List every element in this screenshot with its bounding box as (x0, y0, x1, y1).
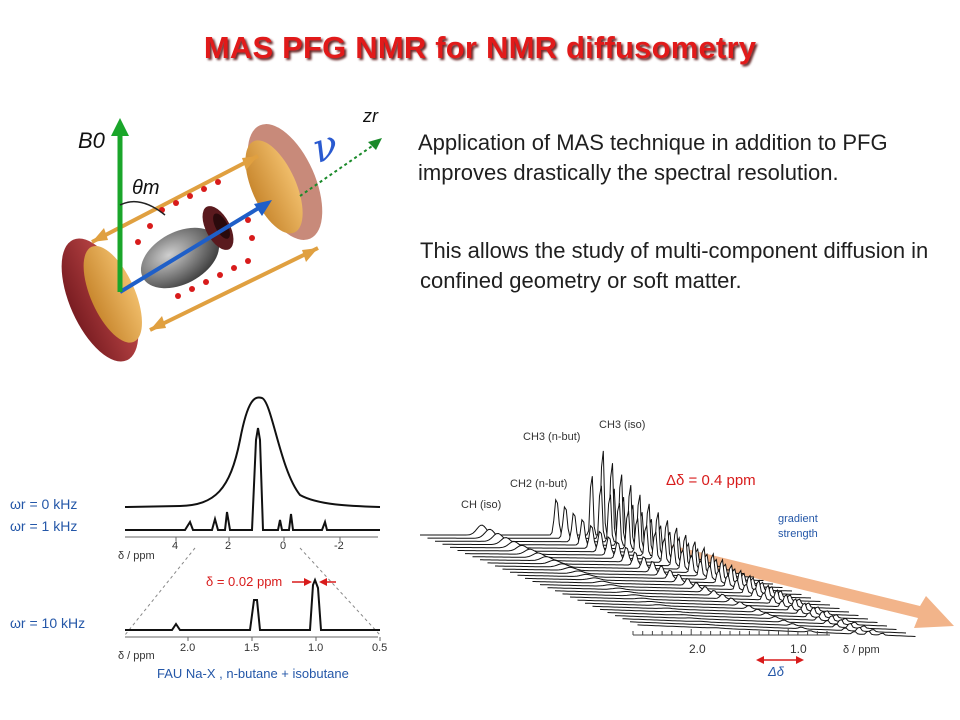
stacked-spectrum-line (547, 579, 802, 595)
slide-title: MAS PFG NMR for NMR diffusometry (203, 30, 757, 65)
stacked-spectrum-line (450, 494, 678, 550)
stacked-spectrum-line (442, 485, 669, 546)
wr1-label: ωr = 1 kHz (10, 518, 78, 534)
stacked-spectrum-line (525, 563, 773, 585)
bottom-tick-1-0: 1.0 (308, 642, 324, 654)
bottom-tick-2-0: 2.0 (180, 642, 196, 654)
bottom-tick-0-5: 0.5 (372, 642, 388, 654)
stacked-spectrum-line (569, 593, 831, 606)
stacked-spectrum-line (427, 463, 650, 539)
rotor-cap (202, 206, 234, 250)
gradient-strength-arrow (648, 540, 954, 628)
stacked-spectrum-line (472, 520, 707, 560)
left-coil-disk (61, 238, 142, 362)
paragraph-resolution: Application of MAS technique in addition… (418, 130, 888, 185)
paragraph-multicomponent: This allows the study of multi-component… (420, 238, 929, 293)
stacked-spectrum-line (562, 589, 821, 602)
stacked-spectrum-line (637, 624, 916, 637)
top-tick-4: 4 (172, 540, 179, 552)
wr0-label: ωr = 0 kHz (10, 496, 78, 512)
peak-ch3-iso: CH3 (iso) (599, 419, 646, 431)
stacked-spectrum-line (435, 474, 659, 543)
right-coil-disk (245, 124, 323, 240)
stacked-spectrum-line (614, 615, 888, 627)
top-axis-unit: δ / ppm (118, 550, 155, 562)
stacked-spectrum-line (517, 558, 764, 581)
delta-delta-label: Δδ (768, 664, 784, 679)
gradient-coil-dots (135, 179, 255, 299)
delta-04-annotation: Δδ = 0.4 ppm (666, 472, 756, 489)
stacked-spectrum-line (592, 605, 859, 616)
stacked-spectrum-line (487, 534, 726, 567)
delta-002-annotation: δ = 0.02 ppm (206, 574, 283, 589)
b0-label: B0 (78, 128, 105, 153)
stacked-spectrum-line (622, 618, 897, 630)
stacked-spectrum-line (420, 450, 640, 536)
stacked-spectrum-line (607, 612, 878, 623)
sample-caption: FAU Na-X , n-butane + isobutane (157, 666, 349, 681)
stacked-spectrum-line (584, 602, 850, 613)
theta-label: θm (132, 177, 160, 199)
top-tick-2: 2 (225, 540, 232, 552)
stacked-spectrum-line (532, 569, 783, 588)
stacked-spectrum-line (554, 584, 812, 599)
bottom-tick-1-5: 1.5 (244, 642, 260, 654)
stacked-spectrum-line (539, 574, 793, 592)
bottom-axis-unit: δ / ppm (118, 650, 155, 662)
peak-ch2-nbut: CH2 (n-but) (510, 478, 568, 490)
stacked-spectrum-line (465, 512, 697, 557)
stacked-spectrum-line (502, 546, 745, 574)
peak-ch3-nbut: CH3 (n-but) (523, 431, 581, 443)
stacked-spectrum-line (599, 608, 869, 620)
right-axis-unit: δ / ppm (843, 644, 880, 656)
right-tick-1-0: 1.0 (790, 642, 807, 656)
stacked-spectrum-line (577, 598, 840, 609)
stacked-spectrum-line (510, 552, 754, 578)
right-tick-2-0: 2.0 (689, 642, 706, 656)
stacked-spectrum-line (480, 527, 716, 564)
gradient-strength-label: gradient strength (778, 513, 818, 540)
stacked-spectrum-line (629, 621, 907, 634)
top-tick-0: 0 (280, 540, 287, 552)
zr-label: zr (363, 106, 378, 126)
top-tick-minus2: -2 (334, 540, 344, 552)
stacked-spectrum-line (457, 503, 688, 553)
wr10-label: ωr = 10 kHz (10, 615, 86, 631)
peak-ch-iso: CH (iso) (461, 499, 502, 511)
stacked-spectrum-line (495, 541, 735, 571)
